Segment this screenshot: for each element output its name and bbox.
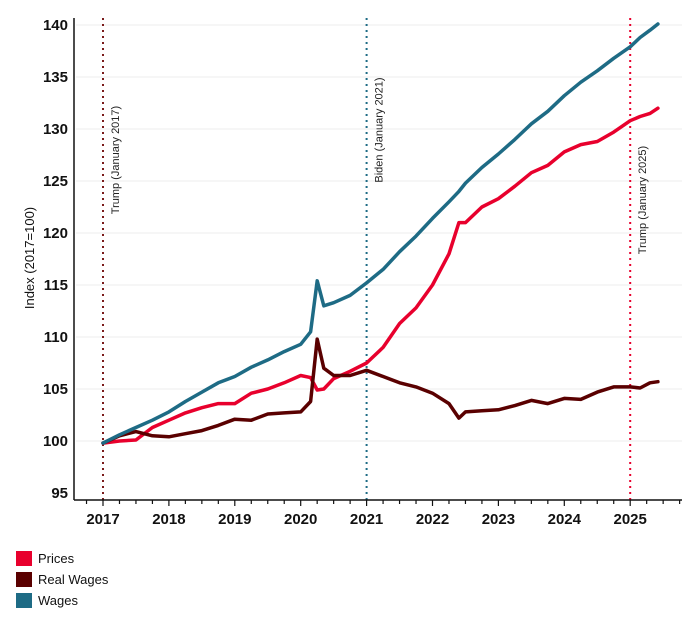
legend: Prices Real Wages Wages bbox=[16, 548, 108, 611]
x-tick-label: 2025 bbox=[614, 511, 647, 528]
x-tick-label: 2018 bbox=[152, 511, 185, 528]
event-marker-label: Trump (January 2017) bbox=[110, 106, 122, 214]
y-tick-label: 130 bbox=[43, 121, 68, 138]
y-tick-label: 115 bbox=[44, 277, 68, 294]
legend-label-wages: Wages bbox=[38, 593, 78, 608]
event-marker-label: Biden (January 2021) bbox=[374, 77, 386, 182]
x-tick-label: 2017 bbox=[86, 511, 119, 528]
gridlines bbox=[76, 24, 682, 442]
real-wages-line bbox=[101, 337, 660, 445]
y-tick-label: 100 bbox=[43, 433, 68, 450]
legend-swatch-prices bbox=[16, 551, 32, 566]
y-tick-label: 95 bbox=[51, 485, 68, 502]
event-markers bbox=[102, 18, 632, 500]
x-tick-label: 2021 bbox=[350, 511, 383, 528]
x-tick-label: 2019 bbox=[218, 511, 251, 528]
legend-item-wages: Wages bbox=[16, 590, 108, 611]
y-tick-label: 125 bbox=[43, 173, 68, 190]
legend-swatch-wages bbox=[16, 593, 32, 608]
legend-swatch-real-wages bbox=[16, 572, 32, 587]
y-tick-label: 135 bbox=[43, 69, 68, 86]
y-tick-labels: 95 100 105 110 115 120 125 130 135 140 bbox=[43, 17, 68, 502]
y-tick-label: 110 bbox=[44, 329, 68, 346]
event-annotations: Trump (January 2017) Biden (January 2021)… bbox=[110, 77, 649, 254]
legend-label-real-wages: Real Wages bbox=[38, 572, 109, 587]
wages-line bbox=[101, 22, 660, 445]
y-tick-label: 140 bbox=[43, 17, 68, 34]
prices-line bbox=[101, 106, 660, 445]
y-axis-title: Index (2017=100) bbox=[22, 207, 37, 309]
y-tick-label: 105 bbox=[43, 381, 68, 398]
y-tick-label: 120 bbox=[43, 225, 68, 242]
legend-item-prices: Prices bbox=[16, 548, 108, 569]
legend-label-prices: Prices bbox=[38, 551, 75, 566]
x-tick-label: 2023 bbox=[482, 511, 515, 528]
x-tick-label: 2020 bbox=[284, 511, 317, 528]
legend-item-real-wages: Real Wages bbox=[16, 569, 108, 590]
axes bbox=[73, 18, 682, 506]
x-tick-labels: 2017 2018 2019 2020 2021 2022 2023 2024 2025 bbox=[86, 511, 647, 528]
event-marker-label: Trump (January 2025) bbox=[637, 146, 649, 254]
x-tick-label: 2022 bbox=[416, 511, 449, 528]
x-tick-label: 2024 bbox=[548, 511, 582, 528]
series-lines bbox=[101, 22, 660, 445]
